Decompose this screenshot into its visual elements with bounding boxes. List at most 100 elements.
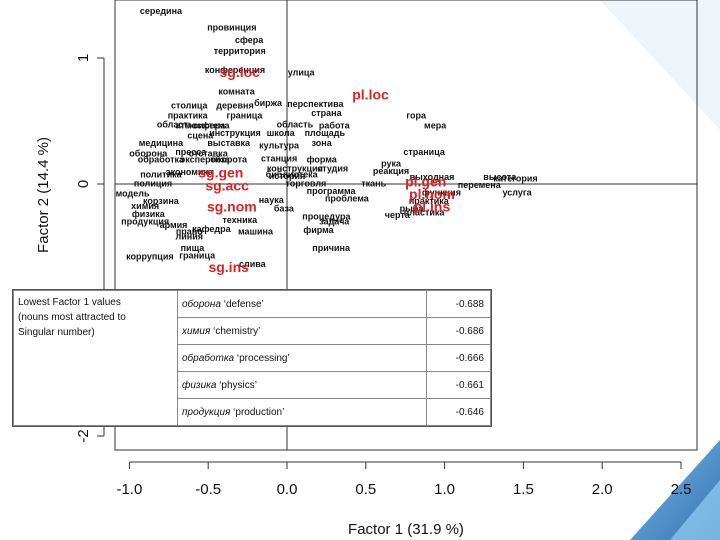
table-value-cell: -0.666 (426, 344, 491, 372)
noun-label: отставка (189, 148, 229, 158)
noun-label: рука (381, 158, 402, 168)
table-caption-line: Lowest Factor 1 values (18, 297, 121, 308)
noun-label: библиотека (266, 170, 319, 180)
noun-label: столица (171, 100, 208, 110)
noun-label: обработка (138, 155, 185, 165)
noun-label: перемена (458, 180, 502, 190)
noun-label: коррупция (126, 252, 174, 262)
table-caption-line: (nouns most attracted to (18, 312, 126, 323)
noun-label: биржа (254, 98, 283, 108)
noun-label: категория (493, 173, 537, 183)
noun-label: зона (312, 138, 333, 148)
noun-label: страница (403, 147, 446, 157)
english-gloss: ‘production’ (233, 406, 285, 418)
case-label: sg.acc (205, 177, 249, 193)
table-value-cell: -0.646 (426, 398, 491, 426)
noun-label: форма (307, 155, 338, 165)
table-caption-line: Singular number) (18, 327, 95, 338)
noun-label: функция (422, 187, 461, 197)
english-gloss: ‘defense’ (223, 298, 264, 310)
y-tick-label: 1 (75, 54, 92, 62)
noun-label: право (176, 226, 203, 236)
x-axis: -1.0 -0.5 0.0 0.5 1.0 1.5 2.0 2.5 (116, 461, 692, 498)
table-word-cell: обработка ‘processing’ (177, 344, 427, 372)
noun-label: мера (424, 121, 447, 131)
case-label: sg.ins (208, 259, 249, 275)
noun-label: область (157, 119, 194, 129)
noun-label: техника (222, 215, 258, 225)
noun-label: территория (214, 46, 266, 56)
russian-word: физика (182, 379, 217, 391)
noun-label: конференция (205, 65, 265, 75)
table-value-cell: -0.688 (426, 290, 491, 318)
noun-label: инструкция (209, 128, 261, 138)
noun-label: программа (307, 186, 357, 196)
noun-label: улица (288, 68, 316, 78)
table-word-cell: оборона ‘defense’ (177, 290, 427, 318)
noun-label: середина (140, 6, 183, 16)
case-label: sg.nom (207, 199, 257, 215)
noun-label: практика (168, 110, 209, 120)
case-label: sg.loc (219, 64, 260, 80)
noun-label: выставка (207, 138, 251, 148)
x-tick-label: 2.0 (592, 481, 613, 498)
noun-label: сфера (235, 35, 264, 45)
noun-label: студия (317, 163, 348, 173)
noun-label: рыба (400, 204, 425, 214)
russian-word: химия (182, 325, 211, 337)
russian-word: оборона (182, 298, 221, 310)
noun-label: химия (131, 201, 159, 211)
noun-label: высота (483, 172, 517, 182)
table-word-cell: продукция ‘production’ (177, 398, 427, 426)
table-body: Lowest Factor 1 values (nouns most attra… (13, 290, 491, 426)
noun-label: перспектива (287, 99, 344, 109)
x-tick-label: 2.5 (671, 481, 692, 498)
x-tick-label: 0.0 (277, 481, 298, 498)
english-gloss: ‘physics’ (219, 379, 257, 391)
english-gloss: ‘processing’ (236, 352, 290, 364)
table-word-cell: физика ‘physics’ (177, 371, 427, 399)
table: Lowest Factor 1 values (nouns most attra… (13, 290, 491, 426)
y-tick-label: -2 (75, 429, 92, 442)
noun-label: работа (319, 121, 351, 131)
noun-label: граница (179, 250, 216, 260)
noun-label: машина (238, 226, 274, 236)
case-label: pl.ins (414, 199, 451, 215)
y-tick-label: 0 (75, 180, 92, 188)
noun-label: реакция (373, 166, 409, 176)
noun-label: пресса (175, 147, 207, 157)
noun-label: пища (181, 243, 206, 253)
noun-label: гора (406, 110, 427, 120)
noun-label: услуга (503, 187, 533, 197)
lowest-factor1-table: Lowest Factor 1 values (nouns most attra… (12, 289, 492, 427)
table-word-cell: химия ‘chemistry’ (177, 317, 427, 345)
noun-label: оборота (210, 155, 248, 165)
x-tick-label: 1.0 (434, 481, 455, 498)
noun-label: деревня (216, 100, 253, 110)
noun-label: база (274, 204, 295, 214)
decorative-shape-bottom-2 (670, 480, 720, 540)
noun-label: школа (267, 128, 296, 138)
table-row: Lowest Factor 1 values (nouns most attra… (13, 290, 491, 426)
x-tick-label: 1.5 (513, 481, 534, 498)
noun-label: область (277, 119, 314, 129)
noun-label: кафедра (192, 224, 231, 234)
decorative-shape-top (600, 0, 720, 130)
noun-label: ткань (361, 179, 386, 189)
table-value-cell: -0.686 (426, 317, 491, 345)
noun-label: сцена (187, 131, 214, 141)
noun-label: экономика (166, 167, 214, 177)
english-gloss: ‘chemistry’ (213, 325, 261, 337)
noun-label: проблема (325, 194, 370, 204)
noun-label: модель (116, 189, 150, 199)
noun-label: продукция (121, 216, 169, 226)
case-label: pl.nom (409, 186, 455, 202)
noun-label: корзина (143, 196, 180, 206)
noun-label: оборона (129, 148, 168, 158)
noun-label: практика (409, 196, 450, 206)
noun-label: граница (227, 110, 264, 120)
y-axis-label: Factor 2 (14.4 %) (35, 137, 52, 253)
